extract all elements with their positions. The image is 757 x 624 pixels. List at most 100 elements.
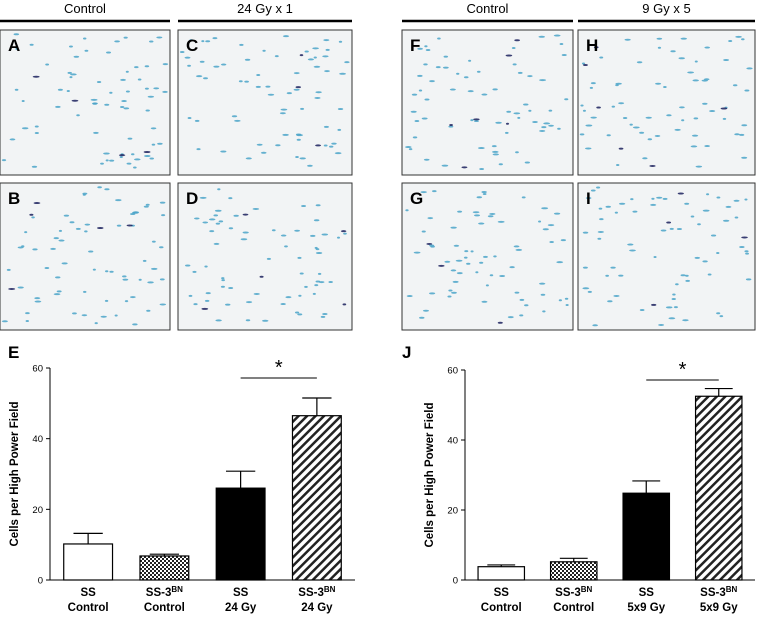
nucleus [585,147,592,150]
micrograph [0,29,171,176]
nucleus [495,121,502,124]
nucleus [519,314,524,317]
nucleus [72,312,77,315]
nucleus [527,75,533,78]
nucleus [553,212,561,215]
bar [549,561,598,581]
nucleus [421,117,428,120]
nucleus [679,106,685,109]
nucleus [489,212,496,215]
nucleus [21,127,29,130]
nucleus [704,145,711,148]
nucleus [681,119,685,122]
nucleus [244,80,249,83]
micrograph-bg [577,29,756,176]
nucleus [710,234,717,237]
nucleus [123,107,130,110]
nucleus [199,60,205,63]
nucleus [202,221,209,224]
nucleus [557,127,561,130]
nucleus [45,63,50,66]
nucleus [125,70,129,73]
panel-label: D [186,189,198,208]
nucleus [312,292,316,295]
nucleus [203,77,208,80]
nucleus [660,229,667,232]
x-tick-label: SS-3BN [700,585,737,599]
nucleus [704,46,711,49]
panel-label: B [8,189,20,208]
nucleus [492,88,498,91]
category-name: SS [639,587,655,599]
nucleus [581,62,586,65]
nucleus [512,63,517,66]
nucleus [14,88,19,91]
nucleus [505,54,513,57]
column-header: 24 Gy x 1 [237,1,293,16]
nucleus [424,98,430,101]
nucleus [463,76,469,79]
nucleus [194,119,200,122]
nucleus [297,313,303,316]
nucleus [487,215,494,218]
nucleus [417,47,424,50]
x-tick-label: SS [639,587,655,599]
nucleus [732,84,738,87]
nucleus [615,82,622,85]
nucleus [410,110,417,113]
nucleus [482,193,487,196]
nucleus [344,61,350,64]
nucleus [84,230,88,233]
nucleus [542,310,546,313]
nucleus [720,107,728,110]
nucleus [420,191,427,194]
nucleus [298,294,302,297]
nucleus [314,246,318,249]
nucleus [479,167,485,170]
y-tick-label: 60 [447,366,458,377]
nucleus [205,40,211,43]
nucleus [256,73,261,76]
category-name: SS [494,587,510,599]
nucleus [267,93,275,96]
nucleus [697,223,701,226]
nucleus [449,88,456,91]
nucleus [702,209,710,212]
nucleus [607,300,613,303]
nucleus [144,155,151,158]
nucleus [204,299,210,302]
nucleus [44,266,50,269]
nucleus [670,50,676,53]
nucleus [734,133,740,136]
nucleus [706,193,710,196]
nucleus [674,128,681,131]
nucleus [271,229,276,232]
nucleus [418,89,423,92]
nucleus [66,90,70,93]
nucleus [406,295,413,298]
nucleus [17,286,24,289]
nucleus [55,105,61,108]
nucleus [342,303,347,306]
nucleus [438,264,445,267]
nucleus [744,250,749,253]
nucleus [642,157,648,160]
nucleus [115,199,122,202]
nucleus [583,63,588,66]
nucleus [515,248,523,251]
nucleus [497,321,503,324]
nucleus [680,274,686,277]
nucleus [295,156,299,159]
nucleus [131,211,139,214]
nucleus [134,66,139,69]
nucleus [295,133,302,136]
nucleus [559,42,564,45]
nucleus [293,88,300,91]
bar [63,543,114,581]
nucleus [739,133,745,136]
nucleus [734,216,739,219]
nucleus [582,231,589,234]
nucleus [331,142,337,145]
nucleus [509,266,515,269]
nucleus [443,55,449,58]
